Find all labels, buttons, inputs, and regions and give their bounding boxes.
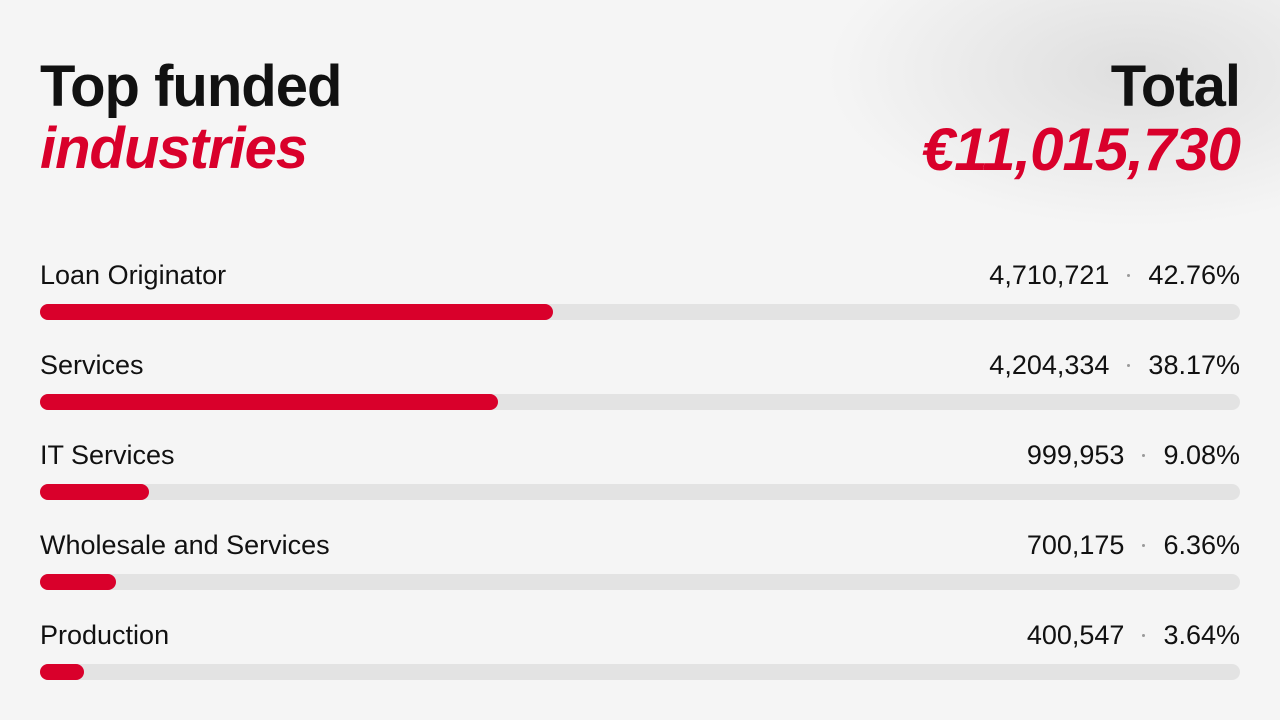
bar-track — [40, 664, 1240, 680]
title: Top funded — [40, 54, 342, 119]
row: Loan Originator 4,710,721 42.76% — [40, 260, 1240, 320]
bar — [40, 394, 499, 410]
background-texture — [800, 0, 1280, 240]
bar — [40, 304, 554, 320]
category-label: IT Services — [40, 440, 175, 470]
total-label: Total — [1110, 54, 1241, 119]
percent-label: 3.64% — [1163, 620, 1240, 650]
bar — [40, 484, 149, 500]
row: Production 400,547 3.64% — [40, 620, 1240, 680]
separator — [1142, 543, 1146, 547]
percent-label: 38.17% — [1148, 350, 1240, 380]
value-group: 4,204,334 38.17% — [989, 350, 1240, 380]
amount-label: 999,953 — [1026, 440, 1125, 470]
separator — [1127, 363, 1131, 367]
separator — [1142, 453, 1146, 457]
separator — [1127, 273, 1131, 277]
amount-label: 4,204,334 — [989, 350, 1110, 380]
bar-track — [40, 574, 1240, 590]
category-label: Services — [40, 350, 144, 380]
bar — [40, 574, 117, 590]
category-label: Loan Originator — [40, 260, 227, 290]
total: €11,015,730 — [921, 116, 1241, 183]
amount-label: 700,175 — [1026, 530, 1125, 560]
row: IT Services 999,953 9.08% — [40, 440, 1240, 500]
bar-track — [40, 394, 1240, 410]
percent-label: 6.36% — [1163, 530, 1240, 560]
value-group: 999,953 9.08% — [1027, 440, 1240, 470]
bar-track — [40, 304, 1240, 320]
value-group: 400,547 3.64% — [1027, 620, 1240, 650]
row: Wholesale and Services 700,175 6.36% — [40, 530, 1240, 590]
category-label: Wholesale and Services — [40, 530, 330, 560]
amount-label: 400,547 — [1026, 620, 1125, 650]
separator — [1142, 633, 1146, 637]
amount-label: 4,710,721 — [989, 260, 1110, 290]
value-group: 4,710,721 42.76% — [989, 260, 1240, 290]
category-label: Production — [40, 620, 170, 650]
bar — [40, 664, 84, 680]
bar-track — [40, 484, 1240, 500]
percent-label: 42.76% — [1148, 260, 1240, 290]
percent-label: 9.08% — [1163, 440, 1240, 470]
subtitle: industries — [40, 116, 308, 181]
row: Services 4,204,334 38.17% — [40, 350, 1240, 410]
value-group: 700,175 6.36% — [1027, 530, 1240, 560]
